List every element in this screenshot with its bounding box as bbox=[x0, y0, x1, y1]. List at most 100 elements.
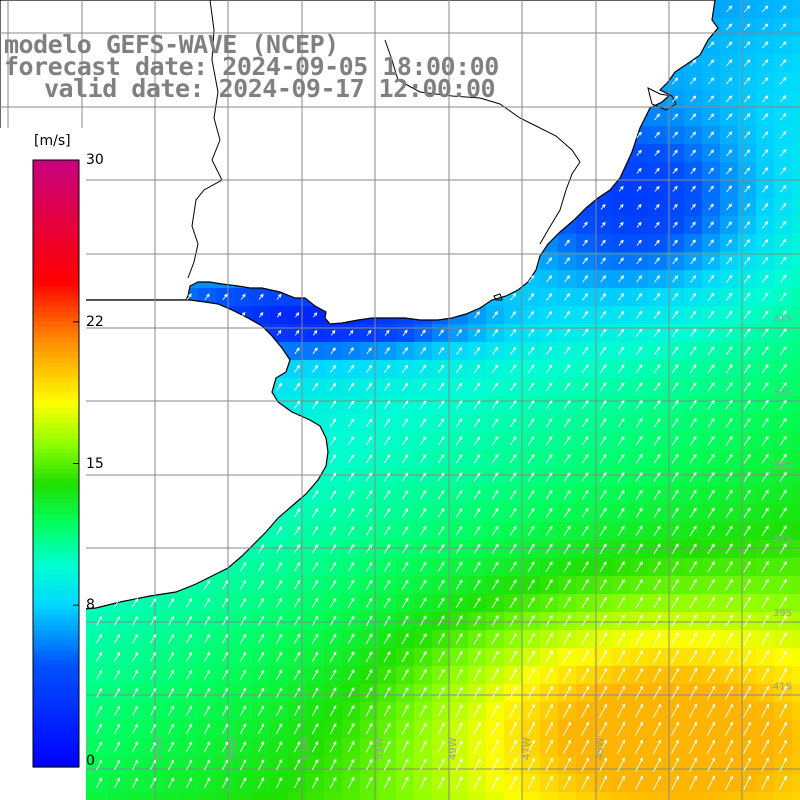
wind-arrow bbox=[509, 686, 517, 700]
colorbar-segment bbox=[33, 589, 79, 596]
wind-arrow bbox=[743, 274, 751, 283]
wind-arrow bbox=[761, 149, 769, 157]
wind-arrow bbox=[726, 131, 733, 139]
wind-cell bbox=[396, 792, 415, 800]
wind-arrow bbox=[419, 704, 427, 717]
wind-arrow bbox=[779, 202, 787, 211]
wind-arrow bbox=[402, 364, 409, 373]
wind-arrow bbox=[132, 723, 138, 734]
wind-arrow bbox=[527, 346, 535, 355]
colorbar-segment bbox=[33, 352, 79, 358]
wind-arrow bbox=[653, 435, 661, 446]
wind-arrow bbox=[491, 507, 499, 518]
wind-cell bbox=[792, 504, 800, 523]
wind-arrow bbox=[563, 543, 571, 555]
wind-arrow bbox=[150, 777, 157, 789]
wind-arrow bbox=[670, 685, 680, 700]
wind-arrow bbox=[204, 759, 211, 771]
wind-arrow bbox=[221, 759, 229, 771]
wind-arrow bbox=[329, 561, 337, 572]
wind-arrow bbox=[348, 329, 354, 336]
wind-arrow bbox=[365, 687, 373, 699]
wind-arrow bbox=[618, 275, 624, 283]
wind-arrow bbox=[689, 346, 697, 356]
wind-cell bbox=[792, 738, 800, 757]
wind-arrow bbox=[689, 399, 697, 410]
wind-arrow bbox=[725, 364, 733, 374]
wind-arrow bbox=[293, 543, 301, 554]
wind-arrow bbox=[563, 775, 571, 790]
colorbar-segment bbox=[33, 362, 79, 368]
wind-arrow bbox=[401, 686, 409, 699]
wind-arrow bbox=[635, 649, 644, 664]
wind-arrow bbox=[617, 453, 625, 464]
wind-arrow bbox=[779, 292, 787, 302]
wind-arrow bbox=[743, 113, 751, 121]
wind-arrow bbox=[599, 650, 607, 664]
wind-arrow bbox=[725, 757, 733, 772]
colorbar-segment bbox=[33, 751, 79, 758]
wind-arrow bbox=[257, 597, 265, 608]
wind-arrow bbox=[509, 632, 517, 645]
wind-arrow bbox=[294, 364, 300, 373]
wind-arrow bbox=[635, 328, 643, 337]
wind-arrow bbox=[689, 721, 698, 736]
wind-arrow bbox=[204, 687, 211, 698]
wind-cell bbox=[324, 792, 343, 800]
wind-arrow bbox=[707, 346, 715, 356]
wind-arrow bbox=[599, 346, 607, 356]
wind-arrow bbox=[707, 292, 715, 301]
wind-arrow bbox=[383, 704, 391, 717]
wind-arrow bbox=[509, 775, 517, 790]
wind-arrow bbox=[311, 741, 319, 753]
wind-arrow bbox=[329, 597, 337, 608]
wind-arrow bbox=[257, 615, 265, 626]
wind-arrow bbox=[222, 597, 229, 608]
wind-arrow bbox=[491, 597, 499, 609]
wind-arrow bbox=[473, 758, 481, 772]
colorbar-segment bbox=[33, 620, 79, 626]
wind-arrow bbox=[743, 310, 751, 320]
wind-arrow bbox=[761, 632, 769, 646]
wind-arrow bbox=[401, 758, 409, 771]
wind-arrow bbox=[761, 256, 769, 265]
wind-arrow bbox=[293, 651, 301, 662]
wind-arrow bbox=[204, 705, 211, 716]
wind-arrow bbox=[635, 453, 643, 464]
wind-arrow bbox=[96, 651, 102, 662]
wind-arrow bbox=[509, 471, 517, 482]
colorbar-segment bbox=[33, 185, 79, 191]
wind-arrow bbox=[743, 578, 751, 591]
wind-arrow bbox=[383, 525, 391, 536]
wind-arrow bbox=[581, 400, 589, 410]
wind-cell bbox=[684, 792, 703, 800]
wind-cell bbox=[720, 792, 739, 800]
wind-arrow bbox=[204, 723, 211, 735]
wind-arrow bbox=[634, 703, 644, 718]
wind-arrow bbox=[473, 668, 481, 681]
colorbar-segment bbox=[33, 650, 79, 657]
wind-arrow bbox=[293, 597, 301, 608]
wind-arrow bbox=[509, 525, 517, 536]
wind-arrow bbox=[527, 739, 535, 754]
colorbar-segment bbox=[33, 731, 79, 738]
wind-arrow bbox=[240, 311, 246, 318]
wind-cell bbox=[792, 774, 800, 793]
wind-arrow bbox=[581, 453, 589, 464]
wind-cell bbox=[306, 792, 325, 800]
wind-cell bbox=[792, 126, 800, 145]
wind-arrow bbox=[419, 507, 427, 518]
colorbar-tick-label: 8 bbox=[86, 597, 95, 614]
wind-arrow bbox=[743, 632, 751, 646]
wind-cell bbox=[594, 792, 613, 800]
wind-arrow bbox=[401, 740, 409, 753]
wind-arrow bbox=[599, 489, 607, 500]
wind-arrow bbox=[419, 668, 427, 681]
wind-arrow bbox=[365, 525, 373, 536]
wind-arrow bbox=[455, 400, 463, 410]
wind-cell bbox=[756, 792, 775, 800]
wind-cell bbox=[792, 306, 800, 325]
wind-cell bbox=[702, 792, 721, 800]
wind-arrow bbox=[671, 614, 679, 627]
wind-arrow bbox=[491, 668, 499, 682]
